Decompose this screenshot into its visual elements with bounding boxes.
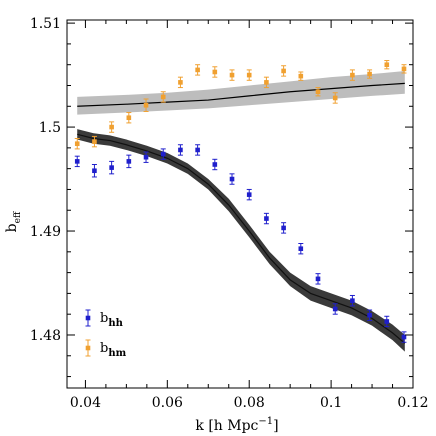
hh-model-band xyxy=(77,129,405,352)
data-point xyxy=(246,72,252,78)
legend: bhh bhm xyxy=(85,309,127,359)
data-point xyxy=(160,151,166,157)
data-point xyxy=(384,319,390,324)
data-point xyxy=(92,139,97,144)
data-point xyxy=(92,168,97,174)
hh-model-line xyxy=(77,133,406,344)
y-tick-label: 1.5 xyxy=(39,120,61,136)
legend-entry-bhh: bhh xyxy=(85,309,124,329)
data-point xyxy=(401,334,407,340)
x-tick-label: 0.1 xyxy=(320,395,342,411)
data-point xyxy=(332,95,338,101)
x-tick-label: 0.04 xyxy=(70,395,101,411)
data-point xyxy=(315,276,321,282)
data-point xyxy=(212,162,218,167)
data-point xyxy=(281,225,286,231)
data-point xyxy=(367,71,372,77)
legend-marker xyxy=(85,315,91,321)
data-point xyxy=(74,159,80,164)
data-point xyxy=(367,312,372,318)
data-point xyxy=(212,69,218,75)
data-point xyxy=(143,102,149,108)
legend-label: bhh xyxy=(100,311,124,329)
series-bhh xyxy=(74,144,407,343)
data-point xyxy=(126,159,132,164)
data-point xyxy=(246,192,252,197)
legend-marker xyxy=(85,345,91,351)
data-point xyxy=(264,80,269,85)
data-point xyxy=(332,306,338,312)
x-tick-label: 0.12 xyxy=(397,395,428,411)
x-tick-label: 0.08 xyxy=(234,395,265,411)
data-point xyxy=(384,62,390,68)
data-series xyxy=(74,60,407,343)
data-point xyxy=(109,124,114,130)
legend-entry-bhm: bhm xyxy=(85,339,127,359)
hm-model-band xyxy=(77,70,405,115)
axis-ticks: 0.04 0.06 0.08 0.1 0.12 1.48 1.49 1.5 1.51 xyxy=(30,16,429,411)
x-axis-label: k [h Mpc−1] xyxy=(195,416,278,434)
series-bhm xyxy=(74,60,407,150)
data-point xyxy=(109,165,114,170)
data-point xyxy=(74,141,80,147)
data-point xyxy=(195,67,200,73)
y-tick-label: 1.51 xyxy=(30,16,61,32)
data-point xyxy=(178,147,183,153)
y-tick-label: 1.48 xyxy=(30,328,61,344)
data-point xyxy=(298,246,304,252)
data-point xyxy=(401,66,407,72)
data-point xyxy=(298,73,304,79)
data-point xyxy=(264,216,269,221)
legend-label: bhm xyxy=(100,341,127,359)
data-point xyxy=(126,115,132,121)
data-point xyxy=(281,68,286,74)
data-point xyxy=(178,80,183,85)
data-point xyxy=(350,298,355,303)
data-point xyxy=(229,72,235,78)
data-point xyxy=(160,94,166,100)
data-point xyxy=(229,176,235,182)
y-tick-label: 1.49 xyxy=(30,224,61,240)
hm-model-line xyxy=(77,82,405,107)
model-bands xyxy=(77,70,406,352)
x-tick-label: 0.06 xyxy=(152,395,183,411)
plot-frame xyxy=(66,19,414,389)
data-point xyxy=(315,89,321,95)
y-axis-label: beff xyxy=(4,211,23,232)
data-point xyxy=(350,72,355,78)
data-point xyxy=(195,147,200,153)
data-point xyxy=(143,154,149,160)
